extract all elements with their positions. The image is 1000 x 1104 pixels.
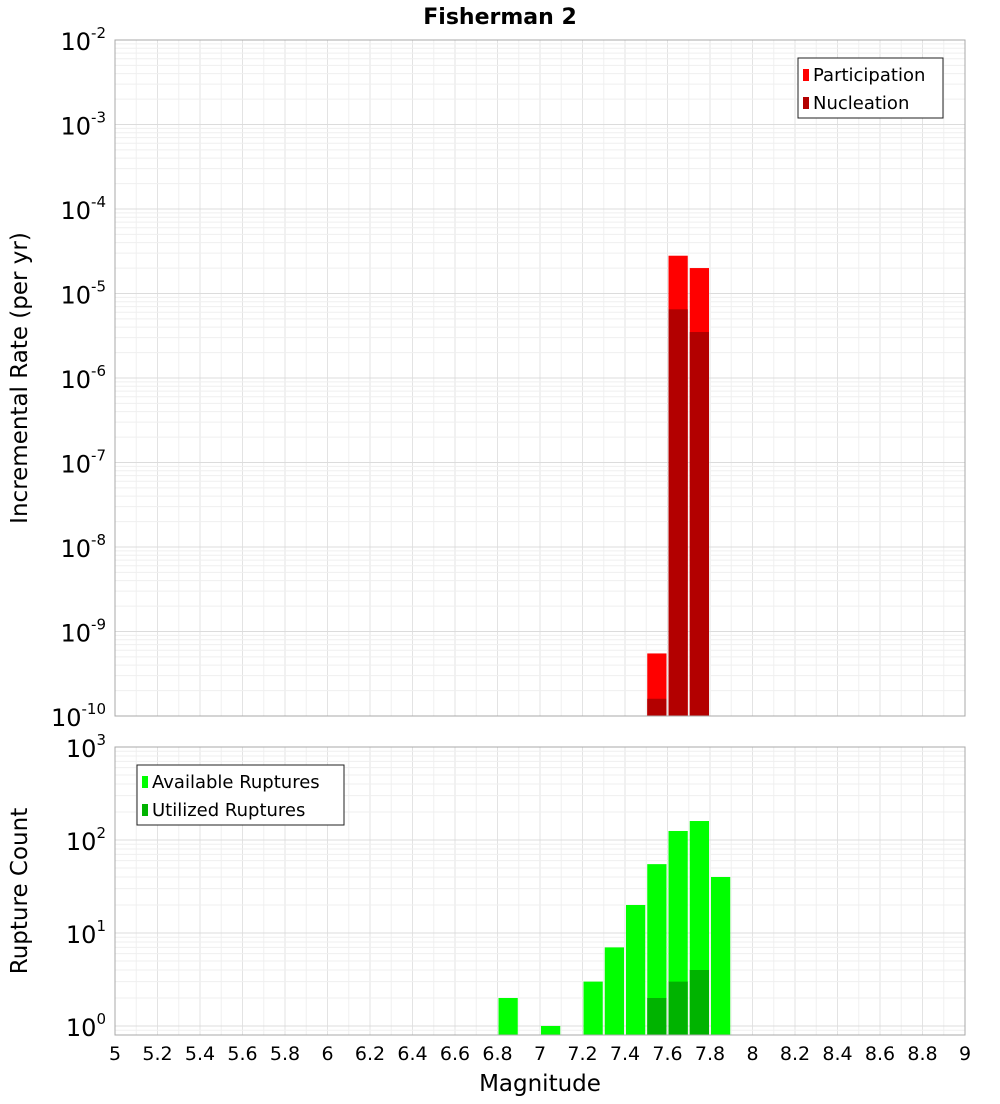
y-tick-label: 10-6 [60,362,106,394]
x-tick-label: 6.6 [440,1043,470,1065]
x-tick-label: 5.6 [227,1043,257,1065]
y-tick-label: 101 [66,917,106,949]
y-tick-label: 10-3 [60,109,106,141]
x-tick-label: 6.8 [482,1043,512,1065]
legend-label: Nucleation [813,93,909,114]
bar-utilized-ruptures [668,981,688,1035]
legend-swatch [142,804,148,816]
bar-nucleation [668,309,688,716]
x-tick-label: 7.2 [567,1043,597,1065]
bar-available-ruptures [647,864,667,1035]
y-tick-label: 102 [66,824,106,856]
y-axis-label: Rupture Count [7,808,33,974]
x-tick-label: 8.8 [907,1043,937,1065]
bar-available-ruptures [626,904,646,1035]
bar-nucleation [647,698,667,716]
y-tick-label: 10-9 [60,616,106,648]
bar-utilized-ruptures [689,969,709,1035]
x-tick-label: 8 [746,1043,758,1065]
y-tick-label: 10-4 [60,193,106,225]
x-tick-label: 5.8 [270,1043,300,1065]
legend-label: Utilized Ruptures [152,800,305,821]
bar-available-ruptures [583,981,603,1035]
x-tick-label: 8.2 [780,1043,810,1065]
y-tick-label: 100 [66,1010,106,1042]
rate-panel: 10-10 10-9 10-8 10-7 10-6 10-5 10-4 10-3 10-2 Inc… [7,24,966,732]
legend-swatch [803,69,809,81]
legend-label: Participation [813,65,925,86]
x-tick-label: 5 [109,1043,121,1065]
x-tick-label: 7.8 [695,1043,725,1065]
legend: Participation Nucleation [797,57,944,119]
bar-available-ruptures [604,947,624,1035]
x-tick-label: 8.4 [822,1043,852,1065]
x-tick-label: 6.4 [397,1043,427,1065]
plot-border [114,39,966,717]
x-tick-label: 6.2 [355,1043,385,1065]
bar-available-ruptures [498,997,518,1035]
x-tick-label: 5.2 [142,1043,172,1065]
legend-label: Available Ruptures [152,772,320,793]
legend-box [797,57,944,119]
x-tick-label: 8.6 [865,1043,895,1065]
x-tick-label: 9 [959,1043,971,1065]
y-tick-label: 10-7 [60,447,106,479]
legend-box [136,764,345,826]
legend-swatch [142,776,148,788]
bar-available-ruptures [541,1025,561,1035]
y-tick-label: 10-2 [60,24,106,56]
x-axis-label: Magnitude [479,1071,601,1097]
plot-border [114,746,966,1036]
y-axis-label: Incremental Rate (per yr) [7,232,33,524]
x-tick-label: 7 [534,1043,546,1065]
chart-title: Fisherman 2 [423,5,577,30]
y-tick-label: 103 [66,731,106,763]
x-tick-label: 6 [321,1043,333,1065]
x-tick-label: 7.4 [610,1043,640,1065]
legend: Available Ruptures Utilized Ruptures [136,764,345,826]
bar-utilized-ruptures [647,997,667,1035]
y-tick-label: 10-5 [60,278,106,310]
bar-nucleation [689,332,709,716]
y-tick-label: 10-10 [51,700,106,732]
count-panel: 100 101 102 103 Rupture Count Available Ruptu… [7,731,966,1042]
legend-swatch [803,97,809,109]
x-tick-label: 7.6 [652,1043,682,1065]
y-tick-label: 10-8 [60,531,106,563]
x-tick-label: 5.4 [185,1043,215,1065]
bar-available-ruptures [711,877,731,1035]
